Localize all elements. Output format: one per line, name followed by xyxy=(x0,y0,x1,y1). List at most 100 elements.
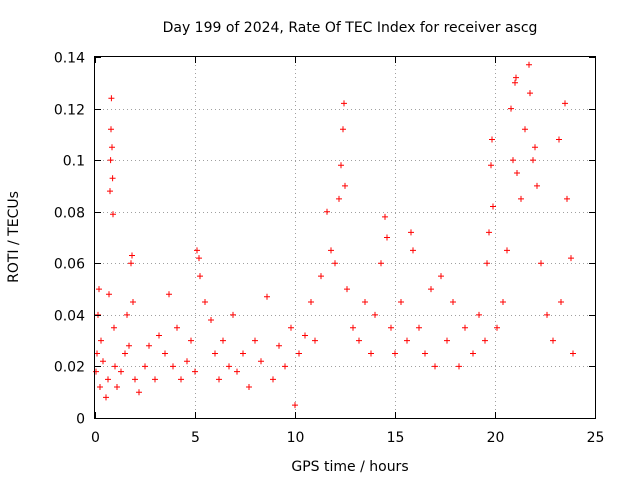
y-tick-label: 0.1 xyxy=(63,154,85,170)
data-point xyxy=(332,260,338,267)
data-point xyxy=(568,255,574,262)
data-point xyxy=(362,298,368,305)
data-point xyxy=(356,337,362,344)
data-point xyxy=(112,363,118,370)
data-point xyxy=(128,260,134,267)
data-point xyxy=(500,298,506,305)
data-point xyxy=(118,368,124,375)
chart-title: Day 199 of 2024, Rate Of TEC Index for r… xyxy=(163,20,538,36)
data-point xyxy=(107,157,114,164)
data-point xyxy=(438,273,444,280)
data-point xyxy=(562,100,568,107)
data-point xyxy=(444,337,450,344)
data-point xyxy=(558,298,564,305)
data-point xyxy=(194,247,200,254)
data-point xyxy=(504,247,510,254)
data-point xyxy=(368,350,374,357)
data-point xyxy=(188,337,194,344)
data-point xyxy=(338,162,344,169)
data-point xyxy=(384,234,390,241)
data-point xyxy=(292,402,298,409)
data-point xyxy=(270,376,276,383)
y-tick-label: 0.02 xyxy=(54,360,85,376)
x-tick-label: 25 xyxy=(587,430,605,446)
data-point xyxy=(276,342,282,349)
data-point xyxy=(220,337,226,344)
data-point xyxy=(482,337,488,344)
data-point xyxy=(456,363,462,370)
data-point xyxy=(336,195,342,202)
data-point xyxy=(97,384,103,391)
data-point xyxy=(462,324,468,331)
data-point xyxy=(108,95,115,102)
data-point xyxy=(202,298,208,305)
data-point xyxy=(564,195,570,202)
data-point xyxy=(162,350,168,357)
data-point xyxy=(489,136,495,143)
data-point xyxy=(170,363,176,370)
data-point xyxy=(556,136,562,143)
data-point xyxy=(146,342,152,349)
data-point xyxy=(136,389,142,396)
data-point xyxy=(105,376,111,383)
data-point xyxy=(109,144,115,151)
data-point xyxy=(96,286,102,293)
data-point xyxy=(398,298,404,305)
data-point xyxy=(550,337,556,344)
y-tick-label: 0.04 xyxy=(54,309,85,325)
data-point xyxy=(216,376,222,383)
data-point xyxy=(208,317,214,324)
data-point xyxy=(416,324,422,331)
data-point xyxy=(130,298,136,305)
data-point xyxy=(432,363,438,370)
y-tick-label: 0.08 xyxy=(54,206,85,222)
data-point xyxy=(264,293,270,300)
data-point xyxy=(288,324,294,331)
data-point xyxy=(108,126,114,133)
data-point xyxy=(107,188,113,195)
x-tick-label: 15 xyxy=(387,430,405,446)
data-point xyxy=(95,311,101,318)
data-point xyxy=(98,337,104,344)
data-point xyxy=(212,350,218,357)
data-point xyxy=(530,157,536,164)
data-point xyxy=(111,324,117,331)
data-point xyxy=(341,100,347,107)
data-point xyxy=(510,157,516,164)
data-point xyxy=(230,311,236,318)
data-point xyxy=(486,229,492,236)
data-point xyxy=(103,394,109,401)
data-point xyxy=(129,252,135,259)
data-point xyxy=(570,350,576,357)
data-point xyxy=(522,126,528,133)
data-point xyxy=(514,170,520,177)
data-point xyxy=(532,144,538,151)
data-point xyxy=(526,61,532,68)
x-tick-label: 10 xyxy=(287,430,305,446)
data-point xyxy=(340,126,346,133)
y-tick-label: 0.12 xyxy=(54,103,85,119)
data-point xyxy=(344,286,350,293)
data-point xyxy=(192,368,198,375)
data-point xyxy=(106,291,112,298)
data-point xyxy=(166,291,172,298)
data-point xyxy=(152,376,158,383)
data-point xyxy=(328,247,334,254)
y-tick-label: 0.06 xyxy=(54,257,85,273)
data-point xyxy=(110,211,116,218)
data-point xyxy=(282,363,288,370)
data-point xyxy=(100,358,106,365)
data-point xyxy=(422,350,428,357)
x-axis-label: GPS time / hours xyxy=(291,459,408,475)
data-point xyxy=(450,298,456,305)
data-point xyxy=(388,324,394,331)
y-tick-label: 0.14 xyxy=(54,51,85,67)
y-axis-label: ROTI / TECUs xyxy=(6,191,22,283)
data-point xyxy=(490,203,496,210)
plot-frame xyxy=(94,56,596,419)
y-tick-label: 0 xyxy=(76,412,85,428)
data-point xyxy=(410,247,416,254)
data-point xyxy=(234,368,240,375)
data-point xyxy=(350,324,356,331)
data-point xyxy=(126,342,132,349)
